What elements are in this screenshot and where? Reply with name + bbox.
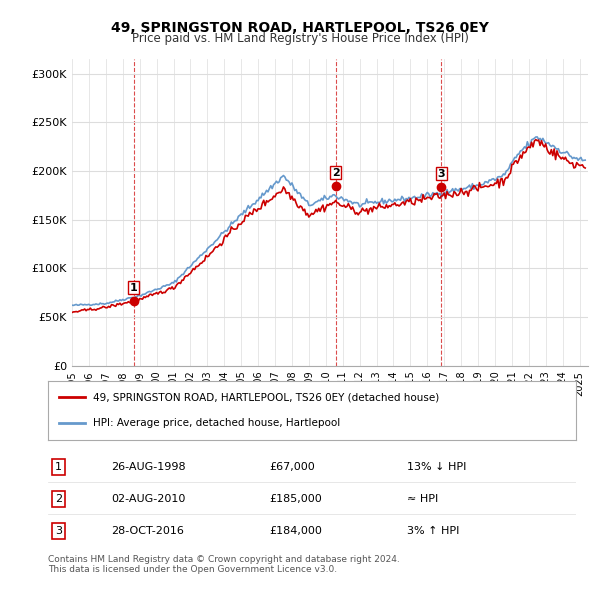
Text: 1: 1 <box>130 283 137 293</box>
Text: 2: 2 <box>332 168 340 178</box>
Text: £185,000: £185,000 <box>270 494 323 504</box>
Text: 2: 2 <box>55 494 62 504</box>
Text: 3: 3 <box>437 169 445 179</box>
Text: £67,000: £67,000 <box>270 462 316 472</box>
Text: 28-OCT-2016: 28-OCT-2016 <box>112 526 184 536</box>
Text: Price paid vs. HM Land Registry's House Price Index (HPI): Price paid vs. HM Land Registry's House … <box>131 32 469 45</box>
Text: 49, SPRINGSTON ROAD, HARTLEPOOL, TS26 0EY (detached house): 49, SPRINGSTON ROAD, HARTLEPOOL, TS26 0E… <box>93 392 439 402</box>
Text: 1: 1 <box>55 462 62 472</box>
Text: 02-AUG-2010: 02-AUG-2010 <box>112 494 186 504</box>
Text: Contains HM Land Registry data © Crown copyright and database right 2024.
This d: Contains HM Land Registry data © Crown c… <box>48 555 400 574</box>
Text: HPI: Average price, detached house, Hartlepool: HPI: Average price, detached house, Hart… <box>93 418 340 428</box>
Text: 26-AUG-1998: 26-AUG-1998 <box>112 462 186 472</box>
Text: 49, SPRINGSTON ROAD, HARTLEPOOL, TS26 0EY: 49, SPRINGSTON ROAD, HARTLEPOOL, TS26 0E… <box>111 21 489 35</box>
Text: ≈ HPI: ≈ HPI <box>407 494 438 504</box>
Text: 13% ↓ HPI: 13% ↓ HPI <box>407 462 466 472</box>
Text: 3% ↑ HPI: 3% ↑ HPI <box>407 526 460 536</box>
Text: 3: 3 <box>55 526 62 536</box>
Text: £184,000: £184,000 <box>270 526 323 536</box>
